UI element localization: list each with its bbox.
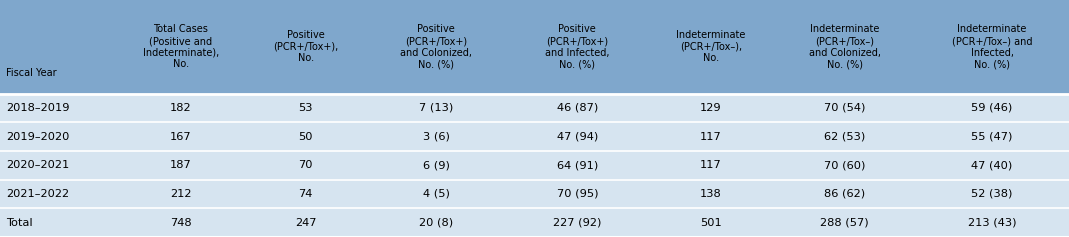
Text: Positive
(PCR+/Tox+)
and Infected,
No. (%): Positive (PCR+/Tox+) and Infected, No. (… (545, 24, 609, 69)
Text: Fiscal Year: Fiscal Year (6, 68, 57, 78)
Bar (0, 122, 1069, 151)
Text: 70 (54): 70 (54) (824, 103, 865, 113)
Text: 70 (95): 70 (95) (557, 189, 598, 199)
Text: 2020–2021: 2020–2021 (6, 160, 69, 170)
Text: 20 (8): 20 (8) (419, 218, 453, 228)
Text: 62 (53): 62 (53) (824, 132, 865, 142)
Text: 59 (46): 59 (46) (972, 103, 1012, 113)
Text: 247: 247 (295, 218, 316, 228)
Text: 64 (91): 64 (91) (557, 160, 598, 170)
Text: 53: 53 (298, 103, 313, 113)
Text: 2021–2022: 2021–2022 (6, 189, 69, 199)
Text: 7 (13): 7 (13) (419, 103, 453, 113)
Text: 138: 138 (700, 189, 722, 199)
Text: 4 (5): 4 (5) (422, 189, 450, 199)
Text: 6 (9): 6 (9) (422, 160, 450, 170)
Bar (0, 94, 1069, 122)
Text: Indeterminate
(PCR+/Tox–)
and Colonized,
No. (%): Indeterminate (PCR+/Tox–) and Colonized,… (808, 24, 881, 69)
Text: 52 (38): 52 (38) (972, 189, 1012, 199)
Text: Positive
(PCR+/Tox+)
and Colonized,
No. (%): Positive (PCR+/Tox+) and Colonized, No. … (400, 24, 472, 69)
Bar (0, 180, 1069, 208)
Text: 227 (92): 227 (92) (553, 218, 602, 228)
Text: 2018–2019: 2018–2019 (6, 103, 69, 113)
Text: 501: 501 (700, 218, 722, 228)
Text: 46 (87): 46 (87) (557, 103, 598, 113)
Bar (0, 208, 1069, 237)
Text: 70 (60): 70 (60) (824, 160, 865, 170)
Text: 129: 129 (700, 103, 722, 113)
Text: Indeterminate
(PCR+/Tox–),
No.: Indeterminate (PCR+/Tox–), No. (677, 30, 745, 64)
Text: Total: Total (6, 218, 33, 228)
Text: 182: 182 (170, 103, 191, 113)
Text: 167: 167 (170, 132, 191, 142)
Text: 117: 117 (700, 132, 722, 142)
Text: 50: 50 (298, 132, 313, 142)
Text: 187: 187 (170, 160, 191, 170)
Text: 70: 70 (298, 160, 313, 170)
Text: 47 (94): 47 (94) (557, 132, 598, 142)
Text: 74: 74 (298, 189, 313, 199)
Text: 47 (40): 47 (40) (972, 160, 1012, 170)
Text: Positive
(PCR+/Tox+),
No.: Positive (PCR+/Tox+), No. (273, 30, 339, 64)
Text: 55 (47): 55 (47) (972, 132, 1012, 142)
Text: 86 (62): 86 (62) (824, 189, 865, 199)
Bar (0, 0, 1069, 94)
Text: 213 (43): 213 (43) (967, 218, 1017, 228)
Text: 288 (57): 288 (57) (820, 218, 869, 228)
Text: 2019–2020: 2019–2020 (6, 132, 69, 142)
Text: 212: 212 (170, 189, 191, 199)
Text: 748: 748 (170, 218, 191, 228)
Text: Total Cases
(Positive and
Indeterminate),
No.: Total Cases (Positive and Indeterminate)… (142, 24, 219, 69)
Bar (0, 151, 1069, 180)
Text: Indeterminate
(PCR+/Tox–) and
Infected,
No. (%): Indeterminate (PCR+/Tox–) and Infected, … (951, 24, 1033, 69)
Text: 3 (6): 3 (6) (422, 132, 450, 142)
Text: 117: 117 (700, 160, 722, 170)
